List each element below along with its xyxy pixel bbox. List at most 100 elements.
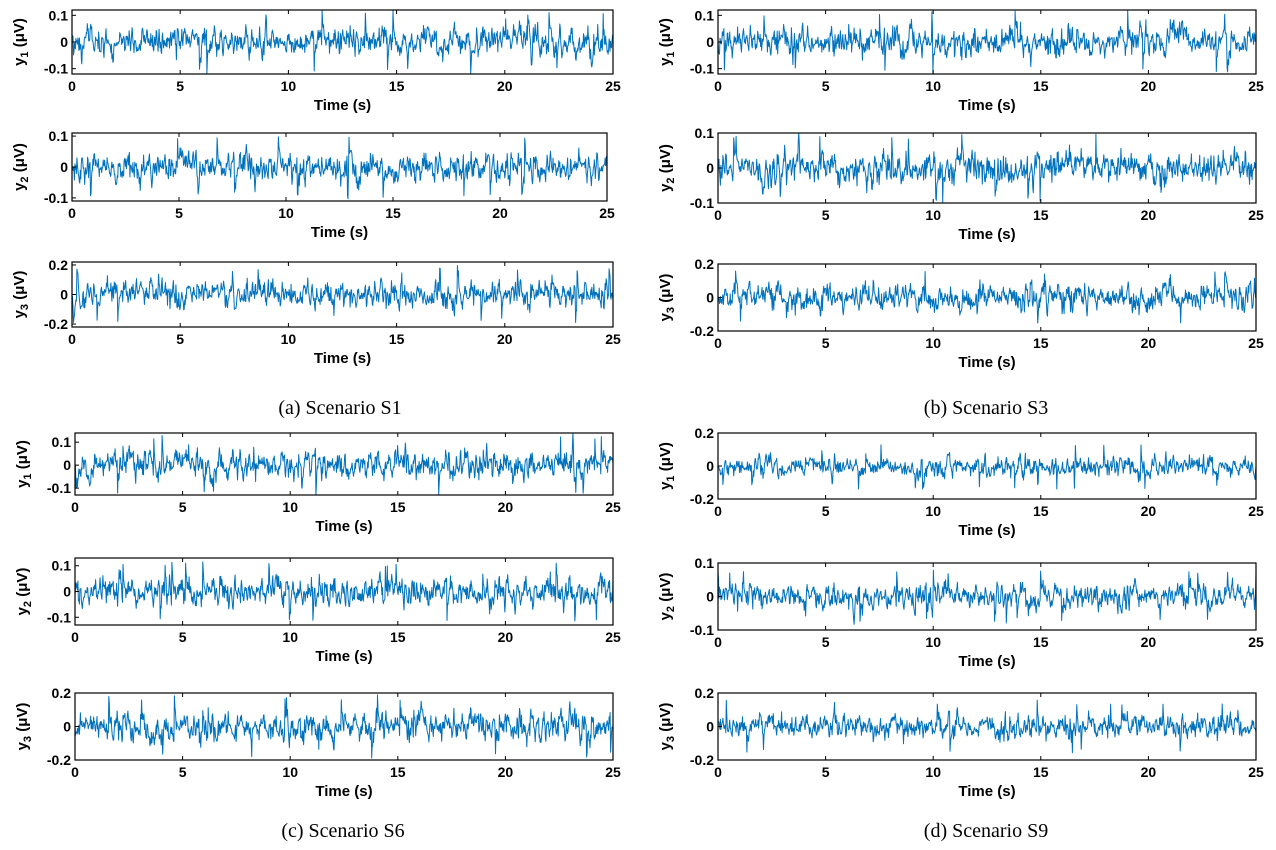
x-tick-label: 25 [1248, 503, 1264, 519]
x-tick-label: 5 [822, 207, 830, 223]
y-tick-label: 0 [60, 34, 68, 50]
x-tick-label: 20 [1141, 764, 1157, 780]
x-tick-label: 10 [282, 499, 298, 515]
y-tick-label: 0.2 [49, 257, 69, 273]
x-tick-label: 5 [179, 764, 187, 780]
x-tick-label: 25 [605, 499, 621, 515]
y-tick-label: -0.1 [44, 190, 68, 206]
x-tick-label: 5 [822, 78, 830, 94]
y-tick-label: -0.1 [47, 480, 71, 496]
y-tick-label: -0.2 [690, 752, 714, 768]
x-tick-label: 15 [390, 764, 406, 780]
y-axis-label: y3 (μV) [657, 274, 677, 322]
y-tick-label: -0.2 [47, 752, 71, 768]
x-tick-label: 20 [492, 205, 508, 221]
y-tick-label: 0 [63, 719, 71, 735]
x-tick-label: 5 [822, 503, 830, 519]
x-tick-label: 10 [282, 764, 298, 780]
x-tick-label: 0 [71, 764, 79, 780]
y-tick-label: 0 [60, 159, 68, 175]
y-axis-label: y1 (μV) [11, 18, 31, 66]
x-tick-label: 25 [1248, 764, 1264, 780]
y-axis-label: y3 (μV) [11, 271, 31, 319]
signal-trace [717, 9, 1257, 75]
y-tick-label: 0.2 [52, 685, 72, 701]
x-tick-label: 0 [71, 499, 79, 515]
x-tick-label: 15 [390, 629, 406, 645]
x-tick-label: 15 [1033, 335, 1049, 351]
signal-trace [74, 694, 614, 759]
x-tick-label: 20 [1141, 503, 1157, 519]
y-axis-label: y2 (μV) [657, 573, 677, 621]
y-tick-label: 0.1 [49, 128, 69, 144]
y-axis-label: y1 (μV) [14, 440, 34, 488]
y-tick-label: 0.1 [52, 558, 72, 574]
y-axis-label: y2 (μV) [11, 143, 31, 191]
y-tick-label: 0.2 [695, 685, 715, 701]
y-axis-label: y1 (μV) [657, 18, 677, 66]
signal-trace [71, 265, 614, 323]
caption-a: (a) Scenario S1 [278, 397, 401, 419]
x-axis-label: Time (s) [315, 518, 372, 535]
y-axis-label: y3 (μV) [14, 703, 34, 751]
y-tick-label: 0 [706, 290, 714, 306]
x-tick-label: 0 [714, 207, 722, 223]
y-tick-label: 0 [63, 457, 71, 473]
x-tick-label: 0 [68, 205, 76, 221]
x-tick-label: 5 [175, 205, 183, 221]
y-tick-label: 0.1 [49, 7, 69, 23]
x-tick-label: 25 [599, 205, 615, 221]
x-axis-label: Time (s) [314, 350, 371, 367]
x-axis-label: Time (s) [315, 783, 372, 800]
x-tick-label: 20 [497, 331, 513, 347]
x-axis-label: Time (s) [958, 97, 1015, 114]
x-tick-label: 15 [1033, 634, 1049, 650]
caption-b: (b) Scenario S3 [924, 397, 1048, 419]
y-tick-label: 0 [706, 458, 714, 474]
y-tick-label: -0.1 [690, 622, 714, 638]
y-tick-label: 0.2 [695, 256, 715, 272]
y-tick-label: 0.1 [52, 434, 72, 450]
x-tick-label: 15 [1033, 503, 1049, 519]
x-tick-label: 25 [605, 764, 621, 780]
x-tick-label: 25 [1248, 634, 1264, 650]
signal-trace [71, 9, 614, 75]
x-tick-label: 20 [498, 764, 514, 780]
x-tick-label: 5 [179, 629, 187, 645]
caption-c: (c) Scenario S6 [281, 820, 404, 842]
x-tick-label: 20 [1141, 634, 1157, 650]
x-tick-label: 0 [714, 78, 722, 94]
x-tick-label: 10 [278, 205, 294, 221]
axes-frame [74, 432, 614, 496]
y-tick-label: -0.1 [690, 61, 714, 77]
x-tick-label: 25 [1248, 207, 1264, 223]
x-tick-label: 10 [925, 207, 941, 223]
x-tick-label: 5 [822, 335, 830, 351]
signal-trace [717, 569, 1257, 625]
y-tick-label: -0.1 [44, 61, 68, 77]
x-tick-label: 0 [71, 629, 79, 645]
y-tick-label: 0 [706, 589, 714, 605]
y-tick-label: 0 [706, 34, 714, 50]
signal-trace [717, 270, 1257, 324]
x-axis-label: Time (s) [315, 648, 372, 665]
x-tick-label: 20 [1141, 78, 1157, 94]
x-tick-label: 25 [605, 78, 621, 94]
x-tick-label: 5 [176, 78, 184, 94]
x-tick-label: 25 [1248, 335, 1264, 351]
x-tick-label: 25 [1248, 78, 1264, 94]
y-tick-label: 0.1 [695, 7, 715, 23]
signal-trace [71, 136, 608, 200]
x-tick-label: 0 [68, 78, 76, 94]
x-tick-label: 0 [714, 335, 722, 351]
